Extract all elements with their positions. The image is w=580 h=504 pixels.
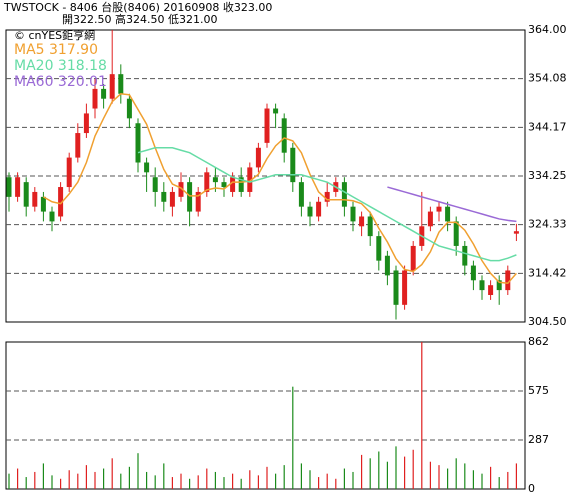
- volume-panel: [5, 341, 526, 490]
- candle-body: [359, 216, 365, 227]
- candle-body: [462, 245, 468, 266]
- candle-body: [427, 211, 433, 227]
- candle-body: [92, 88, 98, 109]
- candle-body: [204, 172, 210, 192]
- candle-body: [324, 191, 330, 202]
- y-tick-label: 304.50: [528, 315, 567, 328]
- candle-body: [238, 177, 244, 192]
- candle-body: [23, 182, 29, 207]
- candle-body: [393, 270, 399, 305]
- ma-line: [387, 186, 517, 223]
- candle-body: [212, 177, 218, 183]
- candle-body: [66, 157, 72, 188]
- y-tick-label: 287: [528, 433, 549, 446]
- candle-body: [470, 265, 476, 281]
- candle-body: [488, 285, 494, 296]
- candle-body: [402, 270, 408, 305]
- candle-body: [410, 245, 416, 271]
- candle-body: [341, 182, 347, 207]
- candle-body: [496, 280, 502, 291]
- y-tick-label: 354.08: [528, 72, 567, 85]
- y-tick-label: 314.42: [528, 266, 567, 279]
- y-tick-label: 575: [528, 384, 549, 397]
- y-tick-label: 334.25: [528, 169, 567, 182]
- candle-body: [479, 280, 485, 291]
- candle-body: [161, 191, 167, 202]
- y-tick-label: 324.33: [528, 218, 567, 231]
- y-tick-label: 862: [528, 335, 549, 348]
- candle-body: [436, 206, 442, 212]
- candle-body: [75, 133, 81, 158]
- y-tick-label: 364.00: [528, 23, 567, 36]
- candle-body: [376, 236, 382, 261]
- candle-body: [453, 221, 459, 246]
- candle-body: [118, 74, 124, 94]
- legend-entry: MA60 320.01: [14, 74, 107, 90]
- ma-line: [43, 93, 517, 285]
- candle-body: [135, 123, 141, 163]
- candle-body: [230, 177, 236, 192]
- candle-body: [58, 187, 64, 217]
- candle-body: [83, 113, 89, 134]
- candle-body: [281, 118, 287, 153]
- candle-body: [367, 216, 373, 237]
- candle-body: [384, 255, 390, 276]
- candle-body: [144, 162, 150, 173]
- candle-body: [126, 98, 132, 119]
- candle-body: [187, 182, 193, 212]
- candle-body: [49, 211, 55, 222]
- candle-body: [290, 147, 296, 183]
- candle-body: [445, 206, 451, 222]
- candle-body: [169, 191, 175, 207]
- legend-entry: MA5 317.90: [14, 42, 98, 58]
- candle-body: [255, 147, 261, 168]
- ma-line: [137, 147, 517, 262]
- candle-body: [101, 88, 107, 99]
- y-tick-label: 344.17: [528, 120, 567, 133]
- candle-body: [307, 206, 313, 217]
- y-tick-label: 0: [528, 482, 535, 495]
- candle-body: [273, 108, 279, 114]
- candle-body: [6, 177, 12, 197]
- candle-body: [247, 167, 253, 192]
- candle-body: [15, 177, 21, 197]
- watermark: © cnYES鉅亨網: [14, 28, 95, 42]
- candle-body: [221, 182, 227, 188]
- legend-entry: MA20 318.18: [14, 58, 107, 74]
- header-line2: 開322.50 高324.50 低321.00: [62, 12, 217, 26]
- candle-body: [40, 196, 46, 212]
- candle-body: [195, 191, 201, 212]
- candle-body: [152, 177, 158, 192]
- candle-body: [316, 201, 322, 217]
- candle-body: [178, 182, 184, 197]
- candle-body: [350, 206, 356, 222]
- header-line1: TWSTOCK - 8406 台股(8406) 20160908 收323.00: [3, 0, 272, 14]
- candle-body: [109, 74, 115, 99]
- candle-body: [298, 182, 304, 207]
- candle-body: [264, 108, 270, 143]
- candle-body: [32, 191, 38, 207]
- candle-body: [513, 231, 519, 234]
- candle-body: [505, 270, 511, 291]
